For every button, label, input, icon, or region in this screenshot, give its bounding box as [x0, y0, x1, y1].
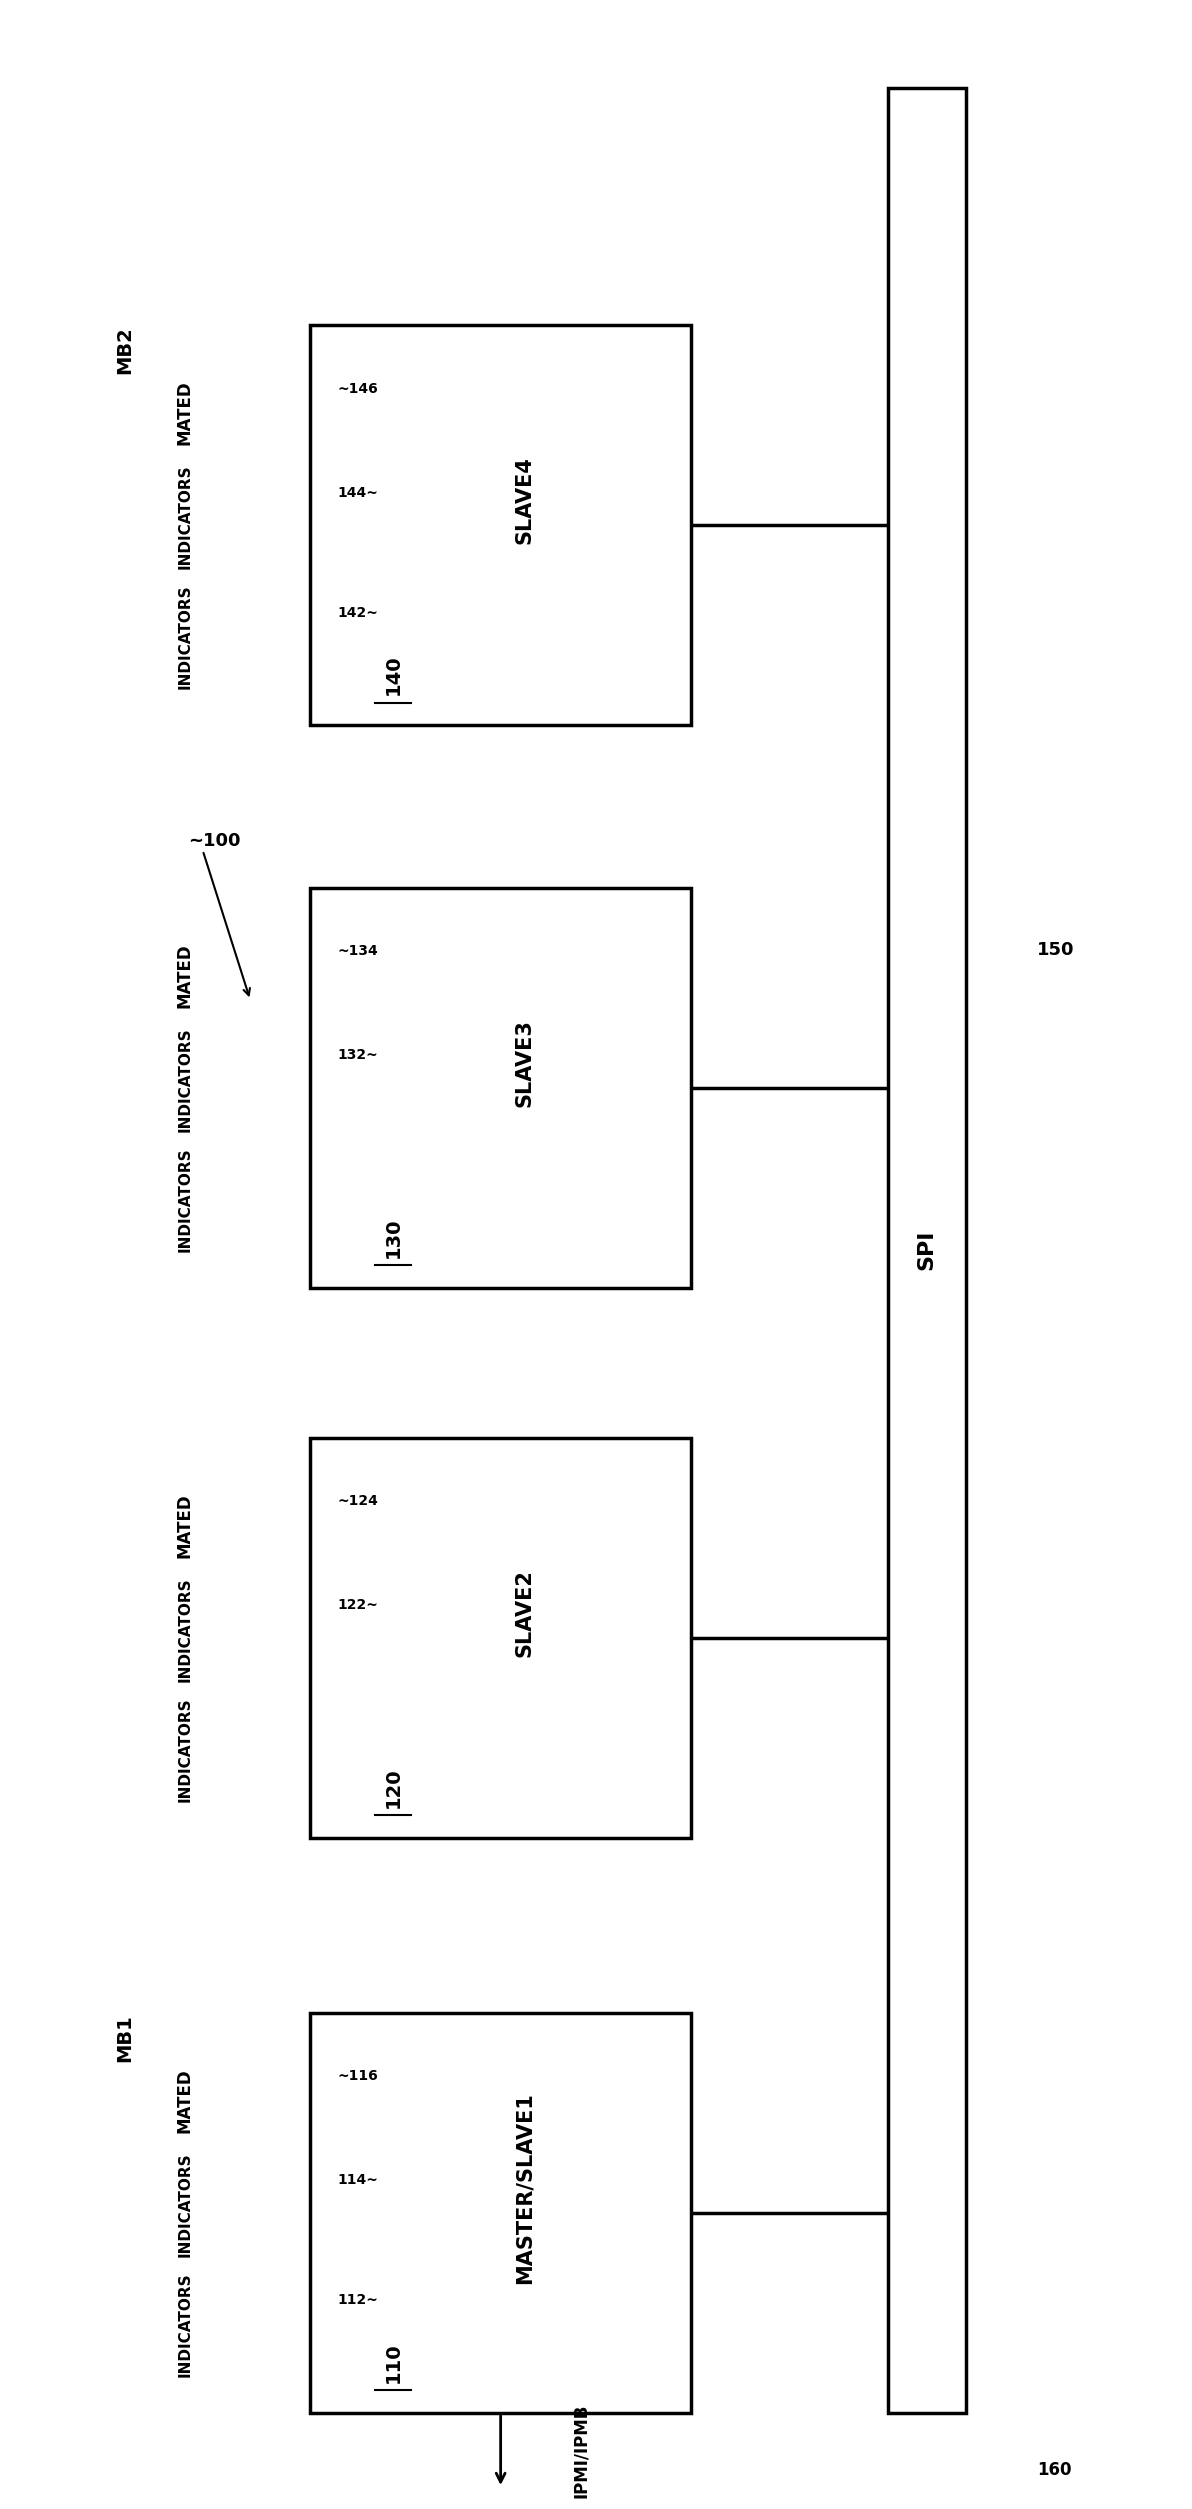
Text: MATED: MATED	[175, 381, 194, 447]
Text: MATED: MATED	[175, 2067, 194, 2133]
Text: MB1: MB1	[116, 2015, 135, 2062]
Text: 132~: 132~	[337, 1049, 378, 1061]
Text: MASTER/SLAVE1: MASTER/SLAVE1	[515, 2093, 534, 2283]
Text: 122~: 122~	[337, 1598, 378, 1613]
Text: IPMI/IPMB: IPMI/IPMB	[572, 2404, 590, 2496]
Text: INDICATORS: INDICATORS	[178, 464, 192, 570]
Text: ~124: ~124	[337, 1495, 378, 1508]
Text: INDICATORS: INDICATORS	[178, 1026, 192, 1132]
Text: 150: 150	[1037, 941, 1074, 958]
Text: 114~: 114~	[337, 2173, 378, 2188]
Bar	[310, 1438, 691, 1837]
Text: SLAVE2: SLAVE2	[515, 1568, 534, 1656]
Bar	[310, 326, 691, 725]
Text: INDICATORS: INDICATORS	[178, 2273, 192, 2376]
Text: MB2: MB2	[116, 326, 135, 374]
Text: INDICATORS: INDICATORS	[178, 1578, 192, 1681]
Text: MATED: MATED	[175, 1493, 194, 1558]
Text: ~116: ~116	[337, 2070, 378, 2082]
Text: 120: 120	[384, 1766, 403, 1809]
Text: 142~: 142~	[337, 605, 378, 620]
Text: 140: 140	[384, 655, 403, 695]
Text: ~100: ~100	[188, 833, 241, 851]
Bar	[310, 2012, 691, 2414]
Text: INDICATORS: INDICATORS	[178, 2153, 192, 2258]
Text: INDICATORS: INDICATORS	[178, 585, 192, 690]
Text: MATED: MATED	[175, 943, 194, 1009]
Text: ~134: ~134	[337, 943, 378, 958]
Text: 130: 130	[384, 1217, 403, 1257]
Text: INDICATORS: INDICATORS	[178, 1147, 192, 1252]
Text: INDICATORS: INDICATORS	[178, 1699, 192, 1801]
Text: 160: 160	[1037, 2461, 1072, 2479]
Text: 144~: 144~	[337, 487, 378, 499]
Text: SPI: SPI	[917, 1229, 937, 1270]
Text: ~146: ~146	[337, 381, 378, 396]
Bar	[888, 88, 966, 2414]
Text: 112~: 112~	[337, 2293, 378, 2308]
Bar	[310, 888, 691, 1287]
Text: SLAVE4: SLAVE4	[515, 457, 534, 544]
Text: 110: 110	[384, 2343, 403, 2384]
Text: SLAVE3: SLAVE3	[515, 1019, 534, 1106]
